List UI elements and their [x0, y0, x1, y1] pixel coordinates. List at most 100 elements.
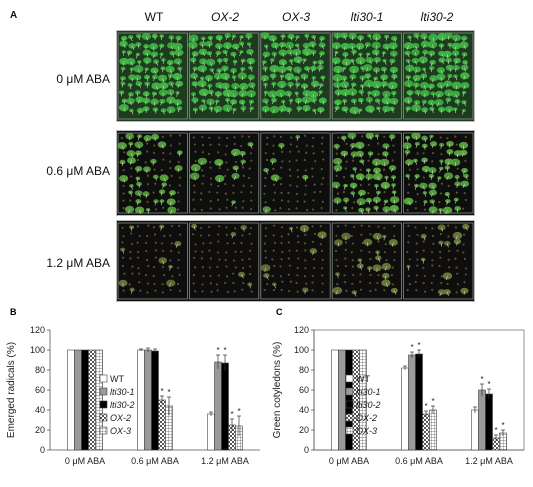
seed — [232, 282, 234, 284]
seedling — [359, 159, 364, 163]
bar-lti30-1 — [479, 390, 486, 450]
seedling — [134, 65, 144, 72]
seed — [432, 152, 434, 154]
seed — [265, 152, 267, 154]
seed — [273, 234, 275, 236]
seed — [353, 201, 355, 203]
seedling — [117, 142, 127, 149]
seed — [202, 266, 204, 268]
seedling — [167, 106, 176, 113]
row-label-1-2uM: 1.2 μM ABA — [4, 256, 110, 270]
seed — [217, 151, 219, 153]
seed — [218, 258, 220, 260]
seed — [321, 267, 323, 269]
seed — [218, 225, 220, 227]
seed — [304, 159, 306, 161]
seedling — [134, 75, 141, 81]
seedling — [199, 49, 208, 55]
seed — [407, 225, 409, 227]
seed — [351, 251, 353, 253]
seedling — [443, 272, 452, 279]
seed — [240, 251, 242, 253]
seed — [139, 235, 141, 237]
seed — [440, 136, 442, 138]
seedling — [263, 273, 269, 278]
seed — [200, 234, 202, 236]
seed — [335, 235, 337, 237]
legend-swatch — [346, 414, 353, 421]
x-tick-label: 0.6 μM ABA — [131, 456, 179, 466]
seed — [296, 274, 298, 276]
seed — [296, 193, 298, 195]
seed — [306, 209, 308, 211]
seed — [265, 227, 267, 229]
legend-label: OX-2 — [110, 413, 131, 423]
seed — [304, 234, 306, 236]
bar-ox-2 — [89, 350, 96, 450]
seed — [264, 185, 266, 187]
seed — [392, 145, 394, 147]
panel-letter: C — [276, 307, 283, 317]
seed — [314, 191, 316, 193]
y-tick-label: 60 — [35, 385, 45, 395]
seed — [201, 209, 203, 211]
seed — [250, 227, 252, 229]
seed — [344, 258, 346, 260]
seed — [232, 184, 234, 186]
seed — [377, 240, 379, 242]
seed — [201, 182, 203, 184]
seed — [137, 242, 139, 244]
seed — [352, 259, 354, 261]
seed — [273, 225, 275, 227]
seed — [346, 143, 348, 145]
seed — [289, 184, 291, 186]
seed — [240, 242, 242, 244]
seed — [304, 267, 306, 269]
seedling — [453, 58, 461, 64]
seed — [361, 135, 363, 137]
seed — [288, 160, 290, 162]
seed — [281, 251, 283, 253]
seed — [210, 282, 212, 284]
seed — [241, 135, 243, 137]
seed — [177, 267, 179, 269]
seed — [273, 289, 275, 291]
legend-swatch — [100, 414, 107, 421]
seed — [322, 201, 324, 203]
seed — [280, 275, 282, 277]
seed — [122, 207, 124, 209]
seed — [217, 199, 219, 201]
seed — [351, 235, 353, 237]
seed — [153, 191, 155, 193]
seed — [422, 267, 424, 269]
seed — [146, 291, 148, 293]
seed — [194, 151, 196, 153]
seed — [296, 291, 298, 293]
seed — [368, 184, 370, 186]
seedling — [445, 192, 450, 196]
seed — [274, 192, 276, 194]
seedling — [333, 287, 343, 294]
legend-label: lti30-2 — [356, 400, 381, 410]
seed — [263, 193, 265, 195]
seed — [147, 175, 149, 177]
bar-lti30-1 — [75, 350, 82, 450]
seed — [394, 151, 396, 153]
seed — [359, 281, 361, 283]
seed — [210, 207, 212, 209]
seed — [200, 227, 202, 229]
seed — [202, 275, 204, 277]
seed — [250, 208, 252, 210]
seed — [218, 274, 220, 276]
seed — [210, 183, 212, 185]
seed — [406, 251, 408, 253]
seed — [179, 184, 181, 186]
seed — [289, 151, 291, 153]
seed — [130, 232, 132, 234]
seed — [217, 240, 219, 242]
seed — [346, 161, 348, 163]
seed — [147, 183, 149, 185]
seedling — [356, 43, 365, 49]
seed — [280, 242, 282, 244]
seed — [179, 143, 181, 145]
